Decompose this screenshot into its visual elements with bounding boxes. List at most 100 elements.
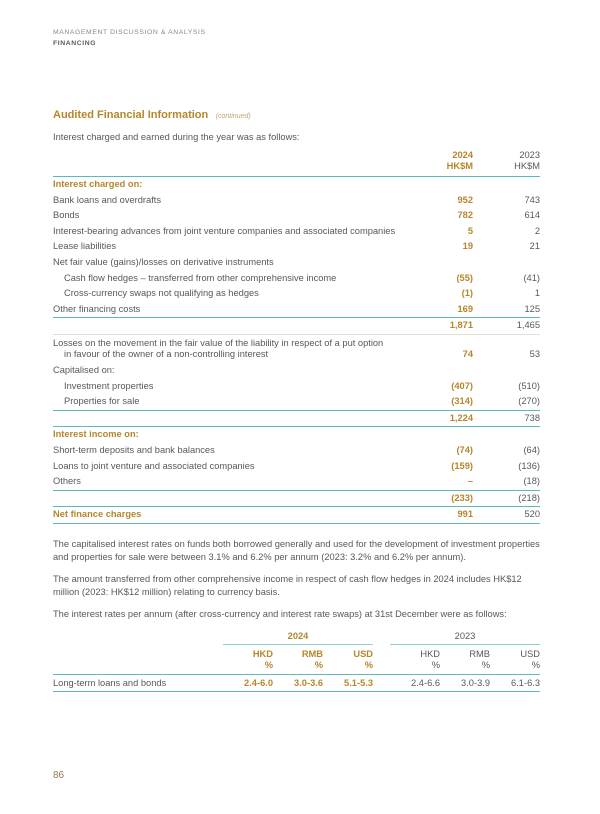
value-2024: (159) xyxy=(451,460,473,471)
table-row: Other financing costs 169 125 xyxy=(53,302,540,319)
subtotal-2023: (218) xyxy=(518,492,540,503)
value-2023: 53 xyxy=(529,348,540,359)
table-row: Loans to joint venture and associated co… xyxy=(53,459,540,475)
subtotal-2023: 1,465 xyxy=(516,320,540,331)
row-label: Bank loans and overdrafts xyxy=(53,194,162,205)
currency-label: USD xyxy=(520,648,540,659)
section-title-text: Audited Financial Information xyxy=(53,109,209,121)
row-label: Short-term deposits and bank balances xyxy=(53,444,215,455)
total-2023: 520 xyxy=(524,509,540,520)
subcol-usd-2023: USD % xyxy=(490,649,540,671)
subcol-usd-2024: USD % xyxy=(323,649,373,671)
row-label: Lease liabilities xyxy=(53,241,117,252)
table-row: Losses on the movement in the fair value… xyxy=(53,335,540,363)
interest-table: 2024 HK$M 2023 HK$M Interest charged on:… xyxy=(53,150,540,524)
table-row-section: Interest income on: xyxy=(53,427,540,443)
table-row: Lease liabilities 19 21 xyxy=(53,239,540,255)
value-2024: 782 xyxy=(457,210,473,221)
unit-label: % xyxy=(364,659,373,670)
value-2023: (136) xyxy=(518,460,540,471)
rate-rmb-2023: 3.0-3.9 xyxy=(461,677,490,688)
row-label: Others xyxy=(53,476,81,487)
subcol-hkd-2024: HKD % xyxy=(223,649,273,671)
value-2023: 21 xyxy=(529,241,540,252)
value-2024: (407) xyxy=(451,380,473,391)
row-label: Interest charged on: xyxy=(53,179,143,189)
currency-label: RMB xyxy=(469,648,490,659)
table-row-total: Net finance charges 991 520 xyxy=(53,507,540,524)
currency-label: RMB xyxy=(301,648,323,659)
table-row: Investment properties (407) (510) xyxy=(53,379,540,395)
table-row: Net fair value (gains)/losses on derivat… xyxy=(53,255,540,271)
row-label: Capitalised on: xyxy=(53,364,115,375)
row-label-line2: in favour of the owner of a non-controll… xyxy=(64,349,269,360)
table-row-section: Interest charged on: xyxy=(53,177,540,193)
value-2024: 5 xyxy=(467,225,473,236)
value-2023: (64) xyxy=(523,444,540,455)
row-label: Properties for sale xyxy=(64,396,140,407)
value-2023: (270) xyxy=(518,396,540,407)
subcol-hkd-2023: HKD % xyxy=(390,649,440,671)
report-eyebrow: MANAGEMENT DISCUSSION & ANALYSIS xyxy=(53,29,206,36)
row-label-line1: Losses on the movement in the fair value… xyxy=(53,337,384,348)
currency-subheader-row: HKD % RMB % USD % HKD % RMB % xyxy=(53,645,540,675)
value-2024: 169 xyxy=(457,303,473,314)
table-row: Interest-bearing advances from joint ven… xyxy=(53,224,540,240)
value-2024: – xyxy=(467,476,473,487)
subcol-rmb-2023: RMB % xyxy=(440,649,490,671)
value-2024: 952 xyxy=(457,194,473,205)
value-2023: 125 xyxy=(524,303,540,314)
paragraph-capitalised-rates: The capitalised interest rates on funds … xyxy=(53,538,540,562)
row-label: Other financing costs xyxy=(53,303,141,314)
row-label: Long-term loans and bonds xyxy=(53,677,167,688)
interest-rates-table: 2024 2023 HKD % RMB % USD % xyxy=(53,630,540,692)
row-label: Investment properties xyxy=(64,380,154,391)
unit-label: % xyxy=(264,659,273,670)
table-row: Cash flow hedges – transferred from othe… xyxy=(53,271,540,287)
table-row-subtotal: 1,224 738 xyxy=(53,411,540,428)
table-row: Others – (18) xyxy=(53,474,540,491)
subtotal-2023: 738 xyxy=(524,412,540,423)
interest-table-header: 2024 HK$M 2023 HK$M xyxy=(53,150,540,177)
subcol-rmb-2024: RMB % xyxy=(273,649,323,671)
row-label: Interest-bearing advances from joint ven… xyxy=(53,225,396,236)
paragraph-interest-rates-intro: The interest rates per annum (after cros… xyxy=(53,608,507,619)
table-row: Capitalised on: xyxy=(53,363,540,379)
table-row: Short-term deposits and bank balances (7… xyxy=(53,443,540,459)
report-section-label: FINANCING xyxy=(53,40,97,47)
value-2023: 614 xyxy=(524,210,540,221)
year-2024: 2024 xyxy=(452,150,473,160)
value-2023: 2 xyxy=(534,225,540,236)
table-row: Cross-currency swaps not qualifying as h… xyxy=(53,286,540,302)
value-2023: (18) xyxy=(523,476,540,487)
subtotal-2024: 1,224 xyxy=(449,412,473,423)
row-label: Net fair value (gains)/losses on derivat… xyxy=(53,256,274,267)
section-title-continued: (continued) xyxy=(215,113,251,120)
value-2024: 19 xyxy=(462,241,473,252)
unit-label: % xyxy=(314,659,323,670)
year-group-2023: 2023 xyxy=(390,630,540,645)
unit-label: % xyxy=(431,659,440,670)
subtotal-2024: (233) xyxy=(451,492,473,503)
value-2023: 1 xyxy=(534,288,540,299)
value-2024: (314) xyxy=(451,396,473,407)
rate-rmb-2024: 3.0-3.6 xyxy=(294,677,323,688)
value-2024: (74) xyxy=(456,444,473,455)
column-header-2024: 2024 HK$M xyxy=(403,150,473,172)
value-2024: (1) xyxy=(461,288,473,299)
rate-usd-2024: 5.1-5.3 xyxy=(344,677,373,688)
table-intro-text: Interest charged and earned during the y… xyxy=(53,132,300,142)
year-2023: 2023 xyxy=(519,150,540,160)
year-group-2024: 2024 xyxy=(223,630,373,645)
row-label: Loans to joint venture and associated co… xyxy=(53,460,255,471)
table-row-subtotal: 1,871 1,465 xyxy=(53,318,540,335)
table-row: Bonds 782 614 xyxy=(53,208,540,224)
value-2024: (55) xyxy=(456,272,473,283)
unit-label: % xyxy=(481,659,490,670)
subtotal-2024: 1,871 xyxy=(449,320,473,331)
row-label: Cross-currency swaps not qualifying as h… xyxy=(64,288,259,299)
value-2024: 74 xyxy=(462,348,473,359)
total-2024: 991 xyxy=(457,509,473,520)
value-2023: 743 xyxy=(524,194,540,205)
value-2023: (510) xyxy=(518,380,540,391)
